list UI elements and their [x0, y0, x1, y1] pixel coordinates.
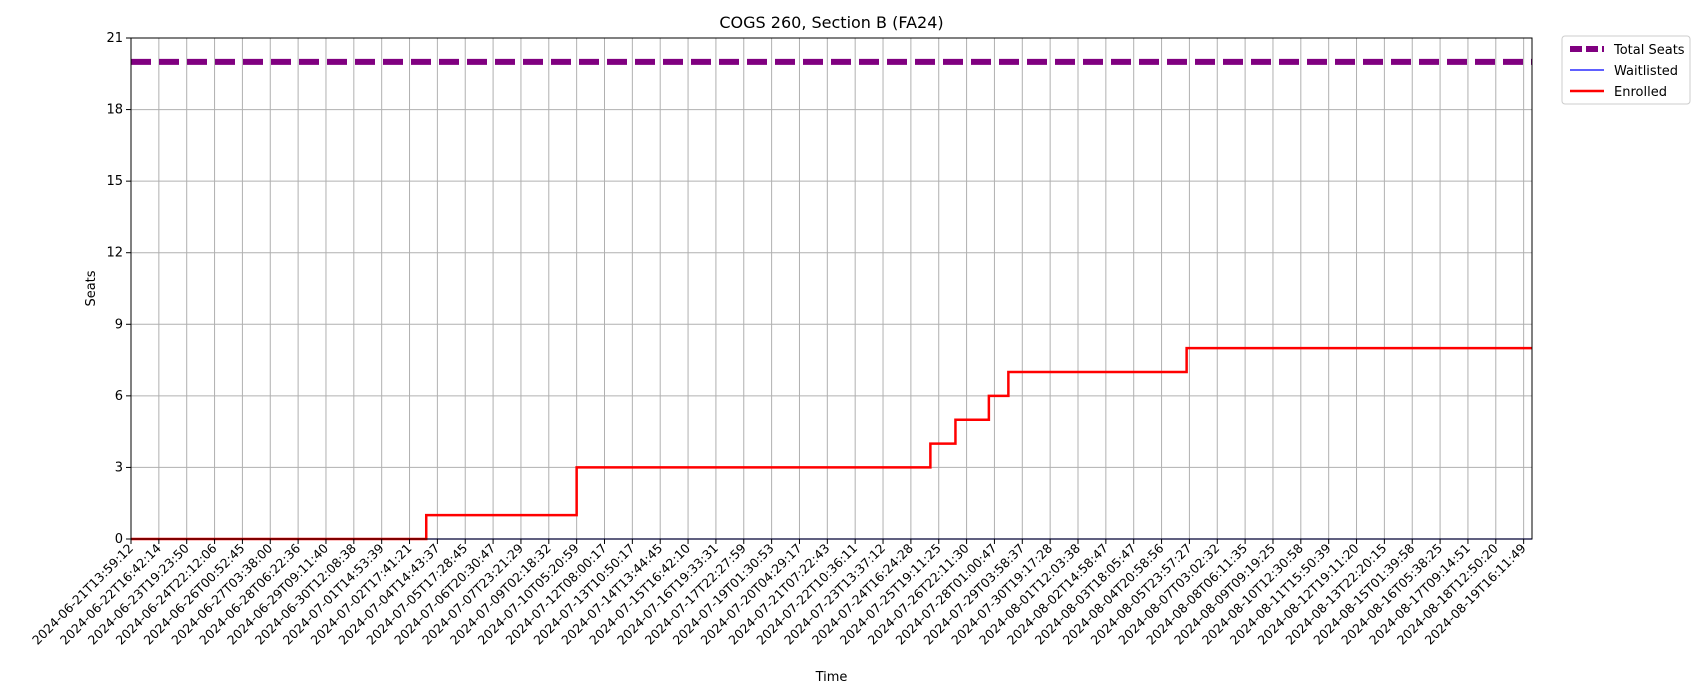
legend: Total Seats Waitlisted Enrolled	[1561, 35, 1691, 105]
legend-label: Total Seats	[1613, 43, 1685, 58]
y-tick-label: 18	[106, 103, 123, 118]
y-axis: 0 3 6 9 12 15 18 21	[106, 31, 131, 547]
legend-label: Enrolled	[1614, 85, 1667, 100]
y-tick-label: 3	[115, 460, 123, 475]
y-tick-label: 15	[106, 174, 123, 189]
legend-box	[1561, 35, 1691, 105]
y-tick-label: 6	[115, 389, 123, 404]
y-tick-label: 21	[106, 31, 123, 46]
series-line-enrolled	[131, 346, 1532, 541]
x-axis-label: Time	[815, 670, 848, 685]
legend-label: Waitlisted	[1614, 64, 1678, 79]
y-tick-label: 0	[115, 532, 123, 547]
plot-frame	[130, 37, 1533, 540]
y-axis-label: Seats	[84, 270, 99, 306]
y-tick-label: 9	[115, 317, 123, 332]
y-tick-label: 12	[106, 246, 123, 261]
chart-title: COGS 260, Section B (FA24)	[719, 13, 943, 32]
